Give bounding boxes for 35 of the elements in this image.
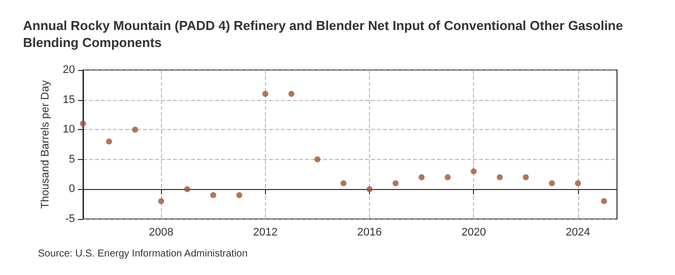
y-tick-label: 0 xyxy=(68,183,75,196)
point xyxy=(418,174,425,180)
x-tick-label: 2024 xyxy=(566,226,590,238)
x-tick-label: 2016 xyxy=(357,226,382,238)
point xyxy=(236,192,242,198)
point xyxy=(366,186,373,192)
point xyxy=(106,138,112,145)
y-tick-label: 10 xyxy=(62,124,75,136)
point xyxy=(444,174,451,180)
point xyxy=(132,126,138,133)
point xyxy=(80,120,86,127)
point xyxy=(314,156,320,162)
y-tick-label: 5 xyxy=(68,153,75,166)
y-tick-label: 15 xyxy=(62,94,75,106)
y-tick-label: 20 xyxy=(62,64,75,76)
chart-title: Annual Rocky Mountain (PADD 4) Refinery and Blender Net Input of Conventional Other Gasoline Blending Components xyxy=(23,18,627,50)
y-axis-title: Thousand Barrels per Day xyxy=(40,80,52,209)
point xyxy=(548,180,555,186)
source-note: Source: U.S. Energy Information Administration xyxy=(38,248,248,260)
point xyxy=(288,90,294,97)
point xyxy=(600,198,607,204)
point xyxy=(210,192,216,198)
x-tick-label: 2012 xyxy=(253,226,278,238)
x-tick-label: 2008 xyxy=(148,226,174,238)
point xyxy=(470,168,477,174)
point xyxy=(158,198,164,204)
x-tick-label: 2020 xyxy=(461,226,486,238)
y-tick-label: -5 xyxy=(65,213,75,225)
point xyxy=(340,180,346,186)
point xyxy=(262,90,268,97)
point xyxy=(522,174,529,180)
point xyxy=(574,180,581,186)
point xyxy=(496,174,503,180)
point xyxy=(392,180,399,186)
point xyxy=(184,186,190,192)
